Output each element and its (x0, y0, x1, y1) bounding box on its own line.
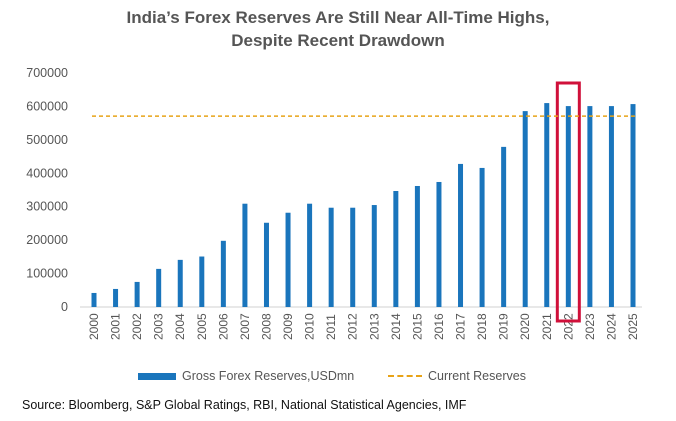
bar-2018 (479, 167, 485, 307)
legend-swatch-bar (138, 372, 176, 380)
x-tick-label: 2022 (561, 313, 575, 340)
x-tick-label: 2006 (216, 313, 230, 340)
x-tick-label: 2015 (410, 313, 424, 340)
x-tick-label: 2018 (475, 313, 489, 340)
bar-2011 (328, 207, 334, 307)
x-tick-label: 2004 (173, 313, 187, 340)
bar-2024 (608, 106, 614, 307)
bar-2017 (458, 163, 464, 307)
y-tick-label: 600000 (26, 99, 68, 113)
x-tick-label: 2025 (626, 313, 640, 340)
bar-2014 (393, 191, 399, 307)
bar-2022 (565, 106, 571, 307)
y-tick-label: 500000 (26, 133, 68, 147)
bar-2000 (91, 292, 97, 307)
x-tick-label: 2010 (303, 313, 317, 340)
x-tick-label: 2024 (604, 313, 618, 340)
bar-2019 (501, 146, 507, 307)
x-tick-label: 2012 (346, 313, 360, 340)
x-tick-label: 2007 (238, 313, 252, 340)
x-tick-label: 2017 (454, 313, 468, 340)
bar-2001 (113, 288, 119, 307)
bar-2010 (307, 203, 313, 307)
bar-2002 (134, 281, 140, 307)
highlight-box (555, 81, 581, 323)
bar-2012 (350, 207, 356, 307)
x-tick-label: 2023 (583, 313, 597, 340)
y-tick-label: 0 (61, 300, 68, 314)
bar-2006 (220, 240, 226, 307)
x-tick-label: 2000 (87, 313, 101, 340)
x-tick-label: 2002 (130, 313, 144, 340)
bar-2005 (199, 256, 205, 307)
y-tick-label: 100000 (26, 267, 68, 281)
x-tick-label: 2021 (540, 313, 554, 340)
x-tick-label: 2001 (109, 313, 123, 340)
x-tick-label: 2020 (518, 313, 532, 340)
x-tick-label: 2008 (259, 313, 273, 340)
bar-2016 (436, 181, 442, 307)
bar-2009 (285, 212, 291, 307)
bar-2007 (242, 203, 248, 307)
y-tick-label: 200000 (26, 233, 68, 247)
y-tick-label: 300000 (26, 200, 68, 214)
legend-item-reserves: Gross Forex Reserves,USDmn (138, 369, 354, 383)
x-tick-label: 2016 (432, 313, 446, 340)
legend-label: Current Reserves (428, 369, 526, 383)
bar-2025 (630, 104, 636, 308)
bar-2008 (263, 222, 269, 307)
legend-label: Gross Forex Reserves,USDmn (182, 369, 355, 383)
x-tick-label: 2011 (324, 314, 338, 340)
y-tick-label: 700000 (26, 66, 68, 80)
chart-title: India’s Forex Reserves Are Still Near Al… (0, 6, 676, 52)
bar-2004 (177, 259, 183, 307)
title-line-2: Despite Recent Drawdown (231, 31, 445, 50)
x-tick-label: 2005 (195, 313, 209, 340)
bar-2020 (522, 111, 528, 307)
bar-2015 (414, 185, 420, 307)
x-tick-label: 2013 (367, 313, 381, 340)
bar-2013 (371, 205, 377, 307)
legend-item-current: Current Reserves (388, 369, 526, 383)
x-tick-label: 2003 (152, 313, 166, 340)
title-line-1: India’s Forex Reserves Are Still Near Al… (126, 8, 550, 27)
source-note: Source: Bloomberg, S&P Global Ratings, R… (22, 398, 467, 412)
bar-2021 (544, 103, 550, 307)
x-tick-label: 2014 (389, 313, 403, 340)
x-tick-label: 2019 (497, 313, 511, 340)
bar-2023 (587, 106, 593, 307)
bar-2003 (156, 268, 162, 307)
legend-swatch-line (388, 375, 422, 377)
x-tick-label: 2009 (281, 313, 295, 340)
y-tick-label: 400000 (26, 166, 68, 180)
